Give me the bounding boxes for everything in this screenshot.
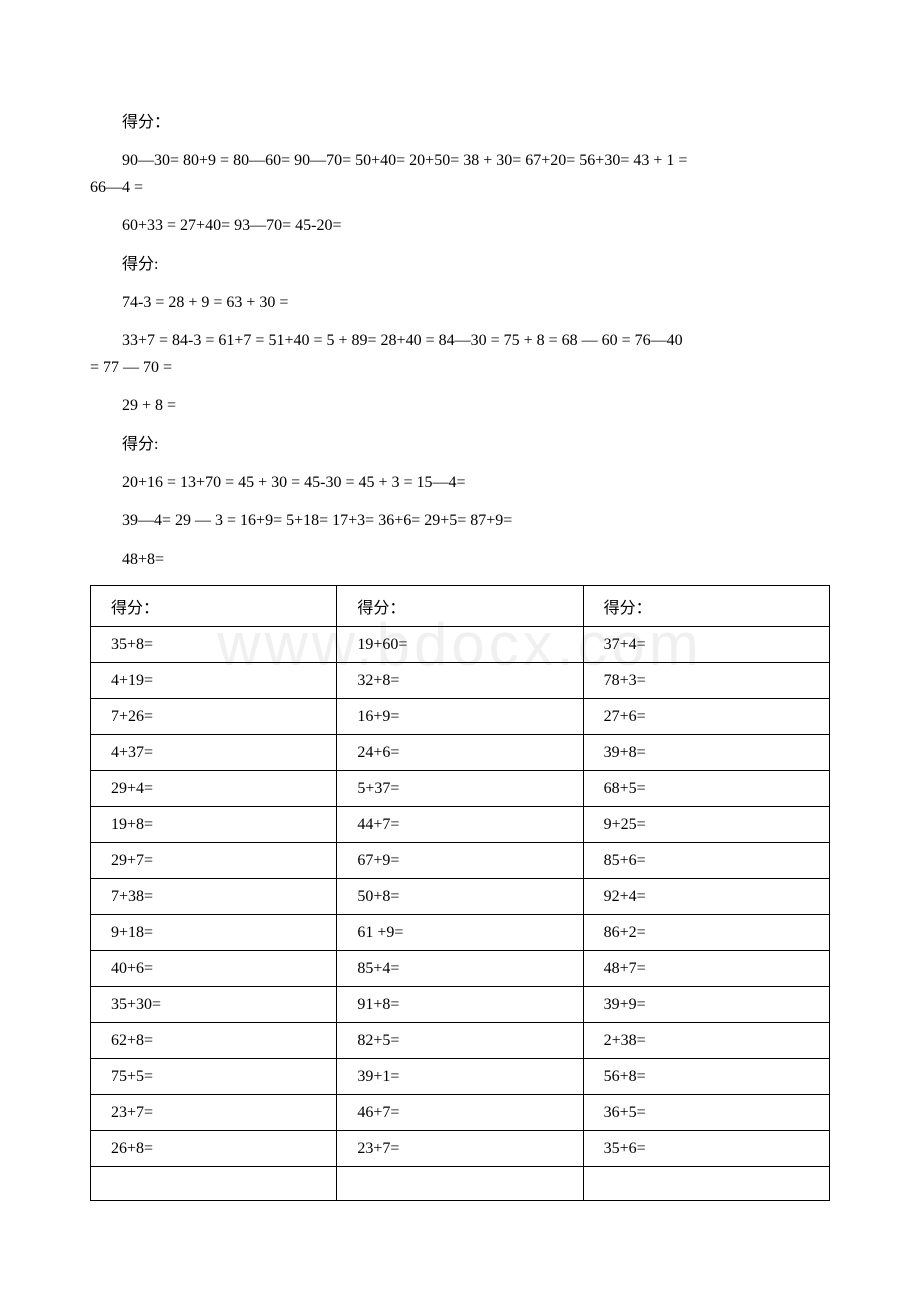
table-row: 29+7= 67+9= 85+6= — [91, 843, 830, 879]
table-cell: 24+6= — [337, 735, 583, 771]
equation-line-2: 60+33 = 27+40= 93—70= 45-20= — [90, 213, 830, 239]
table-row: 40+6= 85+4= 48+7= — [91, 951, 830, 987]
table-cell: 68+5= — [583, 771, 829, 807]
table-cell: 36+5= — [583, 1095, 829, 1131]
table-cell: 82+5= — [337, 1023, 583, 1059]
table-header-cell: 得分： — [91, 586, 337, 627]
table-cell: 4+19= — [91, 663, 337, 699]
table-row: 62+8= 82+5= 2+38= — [91, 1023, 830, 1059]
table-cell: 35+30= — [91, 987, 337, 1023]
equation-line-7: 39—4= 29 — 3 = 16+9= 5+18= 17+3= 36+6= 2… — [90, 508, 830, 534]
table-row: 35+30= 91+8= 39+9= — [91, 987, 830, 1023]
table-cell: 7+38= — [91, 879, 337, 915]
table-row: 4+37= 24+6= 39+8= — [91, 735, 830, 771]
table-cell: 86+2= — [583, 915, 829, 951]
document-body: 得分： 90—30= 80+9 = 80—60= 90—70= 50+40= 2… — [90, 110, 830, 1201]
table-cell: 9+25= — [583, 807, 829, 843]
table-cell: 56+8= — [583, 1059, 829, 1095]
equation-line-8: 48+8= — [90, 547, 830, 573]
table-cell: 23+7= — [337, 1131, 583, 1167]
table-cell: 16+9= — [337, 699, 583, 735]
table-row — [91, 1167, 830, 1201]
table-cell: 35+6= — [583, 1131, 829, 1167]
equation-line-3: 74-3 = 28 + 9 = 63 + 30 = — [90, 290, 830, 316]
table-cell: 61 +9= — [337, 915, 583, 951]
table-cell: 35+8= — [91, 627, 337, 663]
table-cell: 91+8= — [337, 987, 583, 1023]
table-header-cell: 得分： — [583, 586, 829, 627]
table-cell: 29+7= — [91, 843, 337, 879]
table-cell: 19+8= — [91, 807, 337, 843]
table-cell: 4+37= — [91, 735, 337, 771]
table-row: 9+18= 61 +9= 86+2= — [91, 915, 830, 951]
table-cell — [91, 1167, 337, 1201]
table-cell: 37+4= — [583, 627, 829, 663]
table-cell: 23+7= — [91, 1095, 337, 1131]
table-row: 19+8= 44+7= 9+25= — [91, 807, 830, 843]
table-row: 75+5= 39+1= 56+8= — [91, 1059, 830, 1095]
table-cell: 50+8= — [337, 879, 583, 915]
table-cell: 48+7= — [583, 951, 829, 987]
table-cell: 85+6= — [583, 843, 829, 879]
table-cell: 26+8= — [91, 1131, 337, 1167]
table-row: 35+8= 19+60= 37+4= — [91, 627, 830, 663]
equation-line-4-wrap: = 77 — 70 = — [90, 355, 830, 381]
equation-line-4: 33+7 = 84-3 = 61+7 = 51+40 = 5 + 89= 28+… — [90, 328, 830, 354]
table-cell: 67+9= — [337, 843, 583, 879]
equation-line-1-wrap: 66—4 = — [90, 175, 830, 201]
equation-line-6: 20+16 = 13+70 = 45 + 30 = 45-30 = 45 + 3… — [90, 470, 830, 496]
table-cell: 7+26= — [91, 699, 337, 735]
table-cell: 29+4= — [91, 771, 337, 807]
table-row: 29+4= 5+37= 68+5= — [91, 771, 830, 807]
table-cell: 62+8= — [91, 1023, 337, 1059]
table-cell: 39+8= — [583, 735, 829, 771]
table-cell: 75+5= — [91, 1059, 337, 1095]
table-cell: 5+37= — [337, 771, 583, 807]
table-cell — [583, 1167, 829, 1201]
table-header-row: 得分： 得分： 得分： — [91, 586, 830, 627]
table-cell: 40+6= — [91, 951, 337, 987]
table-cell — [337, 1167, 583, 1201]
score-label-2: 得分: — [90, 252, 830, 278]
table-header-cell: 得分： — [337, 586, 583, 627]
table-cell: 44+7= — [337, 807, 583, 843]
table-row: 7+38= 50+8= 92+4= — [91, 879, 830, 915]
table-cell: 92+4= — [583, 879, 829, 915]
table-cell: 27+6= — [583, 699, 829, 735]
table-cell: 19+60= — [337, 627, 583, 663]
table-cell: 46+7= — [337, 1095, 583, 1131]
table-cell: 32+8= — [337, 663, 583, 699]
equation-line-5: 29 + 8 = — [90, 393, 830, 419]
equations-table: 得分： 得分： 得分： 35+8= 19+60= 37+4= 4+19= 32+… — [90, 585, 830, 1201]
table-row: 26+8= 23+7= 35+6= — [91, 1131, 830, 1167]
table-row: 4+19= 32+8= 78+3= — [91, 663, 830, 699]
score-label-1: 得分： — [90, 110, 830, 136]
table-cell: 9+18= — [91, 915, 337, 951]
equation-line-1: 90—30= 80+9 = 80—60= 90—70= 50+40= 20+50… — [90, 148, 830, 174]
table-cell: 39+9= — [583, 987, 829, 1023]
table-row: 23+7= 46+7= 36+5= — [91, 1095, 830, 1131]
score-label-3: 得分: — [90, 432, 830, 458]
table-row: 7+26= 16+9= 27+6= — [91, 699, 830, 735]
table-cell: 39+1= — [337, 1059, 583, 1095]
table-cell: 2+38= — [583, 1023, 829, 1059]
table-cell: 78+3= — [583, 663, 829, 699]
table-cell: 85+4= — [337, 951, 583, 987]
